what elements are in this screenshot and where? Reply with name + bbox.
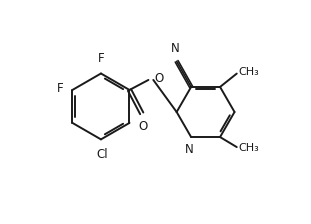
Text: N: N [170,42,179,55]
Text: CH₃: CH₃ [239,67,259,78]
Text: CH₃: CH₃ [239,143,259,153]
Text: F: F [57,82,64,95]
Text: N: N [185,143,194,156]
Text: O: O [154,72,163,85]
Text: F: F [98,52,104,65]
Text: O: O [138,120,147,133]
Text: Cl: Cl [96,148,108,161]
